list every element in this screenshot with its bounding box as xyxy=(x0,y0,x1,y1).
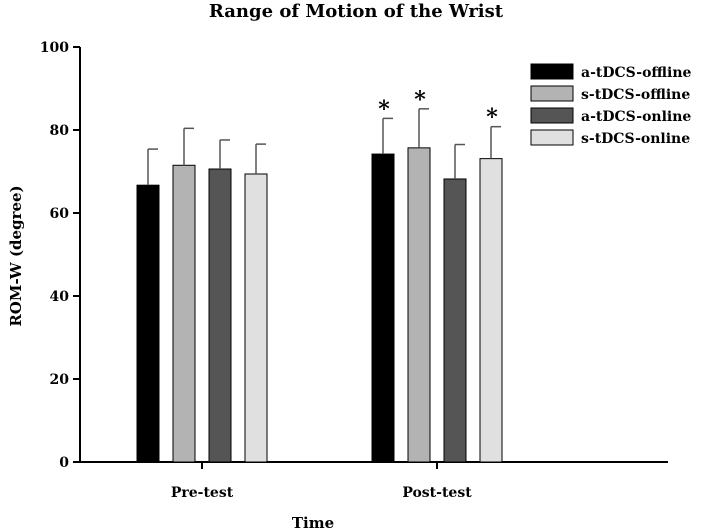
y-axis-label: ROM-W (degree) xyxy=(7,185,25,326)
bar xyxy=(443,178,467,463)
bar xyxy=(407,147,431,463)
bar xyxy=(479,158,503,463)
bars-group: * * * xyxy=(136,87,503,463)
significance-marker: * xyxy=(486,105,498,131)
legend-label: a-tDCS-offline xyxy=(581,65,692,81)
bar xyxy=(136,184,160,463)
y-tick-label: 60 xyxy=(50,206,70,222)
y-tick-label: 0 xyxy=(59,455,69,471)
bar xyxy=(172,164,196,463)
y-tick-label: 80 xyxy=(50,123,70,139)
y-axis: 0 20 40 60 80 100 xyxy=(40,40,81,471)
bar xyxy=(244,173,268,463)
legend-swatch xyxy=(530,129,574,146)
legend-swatch xyxy=(530,85,574,102)
significance-marker: * xyxy=(378,96,390,122)
significance-marker: * xyxy=(414,87,426,113)
legend-swatch xyxy=(530,107,574,124)
legend-swatch xyxy=(530,63,574,80)
legend-label: s-tDCS-online xyxy=(581,131,690,147)
y-tick-label: 100 xyxy=(40,40,69,56)
legend: a-tDCS-offline s-tDCS-offline a-tDCS-onlin… xyxy=(530,63,692,147)
legend-label: a-tDCS-online xyxy=(581,109,691,125)
bar xyxy=(371,153,395,463)
x-tick-label: Post-test xyxy=(402,485,472,501)
y-tick-label: 20 xyxy=(50,372,70,388)
x-axis-label: Time xyxy=(292,514,334,532)
bar xyxy=(208,168,232,463)
x-axis: Pre-test Post-test xyxy=(80,461,668,501)
x-tick-label: Pre-test xyxy=(171,485,234,501)
legend-label: s-tDCS-offline xyxy=(581,87,690,103)
y-tick-label: 40 xyxy=(50,289,70,305)
chart-title: Range of Motion of the Wrist xyxy=(209,1,504,22)
